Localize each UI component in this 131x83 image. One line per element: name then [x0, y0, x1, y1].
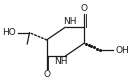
Text: HO: HO — [2, 28, 16, 37]
Text: NH: NH — [63, 17, 77, 26]
Text: NH: NH — [54, 57, 68, 66]
Text: OH: OH — [115, 46, 129, 55]
Text: O: O — [43, 70, 50, 79]
Text: O: O — [81, 4, 88, 13]
